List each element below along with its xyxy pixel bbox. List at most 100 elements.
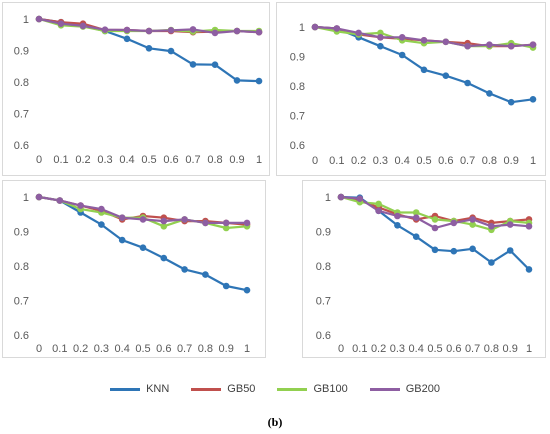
data-point-knn bbox=[255, 77, 263, 85]
data-point-gb200 bbox=[525, 223, 533, 230]
y-tick-label: 1 bbox=[23, 192, 29, 204]
data-point-knn bbox=[139, 244, 147, 251]
legend-swatch bbox=[110, 387, 141, 391]
data-point-knn bbox=[233, 77, 241, 84]
legend-label: KNN bbox=[146, 383, 170, 395]
y-tick-label: 0.7 bbox=[14, 296, 29, 308]
x-tick-label: 0.6 bbox=[438, 155, 453, 167]
data-point-gb200 bbox=[160, 217, 168, 225]
chart-svg: 0.6 0.7 0.8 0.9 1 0 0.1 0.2 0.3 0.4 0.5 0.6 0.7 0.8 0.… bbox=[14, 192, 251, 355]
y-tick-label: 0.9 bbox=[316, 227, 331, 239]
data-point-gb200 bbox=[233, 27, 241, 35]
legend-swatch bbox=[277, 387, 308, 391]
y-tick-label: 0.7 bbox=[316, 296, 331, 308]
y-tick-label: 1 bbox=[299, 22, 305, 34]
data-point-gb200 bbox=[469, 216, 476, 223]
y-tick-label: 0.6 bbox=[14, 330, 29, 342]
y-tick-label: 1 bbox=[23, 14, 29, 26]
data-point-knn bbox=[211, 61, 219, 68]
x-tick-label: 0.3 bbox=[390, 343, 405, 355]
data-point-knn bbox=[486, 90, 493, 97]
data-point-knn bbox=[394, 222, 401, 229]
x-tick-label: 0.4 bbox=[115, 343, 130, 355]
x-tick-label: 0.1 bbox=[52, 343, 67, 355]
x-tick-label: 0.1 bbox=[352, 343, 367, 355]
x-tick-label: 0.1 bbox=[53, 154, 68, 166]
data-point-knn bbox=[243, 286, 251, 294]
x-tick-label: 0.3 bbox=[94, 343, 109, 355]
data-point-knn bbox=[398, 51, 406, 59]
data-point-gb200 bbox=[101, 26, 109, 33]
data-point-knn bbox=[450, 247, 458, 255]
data-point-gb200 bbox=[464, 42, 471, 50]
data-point-gb200 bbox=[506, 221, 514, 228]
legend-label: GB50 bbox=[227, 383, 256, 395]
x-tick-label: 0.9 bbox=[503, 343, 518, 355]
data-point-knn bbox=[181, 266, 188, 273]
legend-label: GB100 bbox=[313, 383, 348, 395]
x-tick-label: 0.6 bbox=[156, 343, 171, 355]
chart-legend: KNN GB50 GB100 GB200 bbox=[0, 383, 550, 395]
data-point-gb200 bbox=[442, 38, 450, 46]
data-point-gb200 bbox=[189, 26, 197, 33]
x-tick-label: 1 bbox=[526, 343, 532, 355]
data-point-knn bbox=[412, 233, 420, 240]
data-point-gb200 bbox=[118, 214, 126, 221]
x-tick-label: 0.5 bbox=[427, 343, 442, 355]
x-tick-label: 1 bbox=[530, 155, 536, 167]
x-tick-label: 1 bbox=[244, 343, 250, 355]
y-tick-label: 1 bbox=[325, 192, 331, 204]
data-point-gb200 bbox=[356, 195, 364, 202]
x-tick-label: 0.7 bbox=[465, 343, 480, 355]
data-point-gb200 bbox=[450, 219, 458, 227]
data-point-gb100 bbox=[222, 224, 230, 232]
y-tick-label: 0.8 bbox=[290, 81, 305, 93]
legend-swatch bbox=[191, 387, 222, 391]
data-point-knn bbox=[507, 98, 515, 106]
y-tick-label: 0.8 bbox=[14, 261, 29, 273]
y-tick-label: 0.6 bbox=[290, 140, 305, 152]
chart-panel-top-right: 0.6 0.7 0.8 0.9 1 0 0.1 0.2 0.3 0.4 0.5 0.6 0.7 0.8 0.… bbox=[276, 2, 546, 176]
chart-svg: 0.6 0.7 0.8 0.9 1 0 0.1 0.2 0.3 0.4 0.5 0.6 0.7 0.8 0.… bbox=[14, 14, 263, 166]
data-point-gb200 bbox=[529, 41, 537, 48]
data-point-knn bbox=[469, 245, 476, 253]
data-point-gb200 bbox=[337, 193, 345, 201]
data-point-gb200 bbox=[377, 34, 384, 41]
data-point-gb200 bbox=[486, 41, 493, 48]
data-point-gb100 bbox=[160, 223, 168, 230]
x-tick-label: 0.8 bbox=[484, 343, 499, 355]
data-point-gb200 bbox=[375, 207, 382, 215]
x-tick-label: 0.9 bbox=[229, 154, 244, 166]
series-line-knn bbox=[38, 195, 248, 292]
data-point-gb200 bbox=[56, 197, 64, 204]
data-point-gb100 bbox=[412, 209, 420, 216]
x-tick-label: 0.8 bbox=[198, 343, 213, 355]
data-point-knn bbox=[506, 247, 514, 254]
figure-caption: (b) bbox=[267, 415, 283, 429]
x-tick-label: 0.7 bbox=[185, 154, 200, 166]
data-point-gb200 bbox=[394, 212, 401, 220]
data-point-knn bbox=[377, 42, 384, 50]
data-point-knn bbox=[464, 79, 471, 87]
x-tick-label: 0.9 bbox=[219, 343, 234, 355]
x-tick-label: 0.2 bbox=[351, 155, 366, 167]
x-tick-label: 0.2 bbox=[73, 343, 88, 355]
y-tick-label: 0.9 bbox=[14, 46, 29, 58]
data-point-knn bbox=[525, 266, 533, 273]
y-tick-label: 0.6 bbox=[316, 330, 331, 342]
x-tick-label: 0 bbox=[338, 343, 344, 355]
chart-panel-top-left: 0.6 0.7 0.8 0.9 1 0 0.1 0.2 0.3 0.4 0.5 0.6 0.7 0.8 0.… bbox=[2, 2, 270, 176]
x-tick-label: 0 bbox=[36, 343, 42, 355]
data-point-gb200 bbox=[211, 29, 219, 37]
series-line-gb200 bbox=[340, 195, 530, 230]
data-point-gb200 bbox=[139, 216, 147, 223]
y-tick-label: 0.7 bbox=[14, 109, 29, 121]
data-point-knn bbox=[442, 72, 450, 79]
legend-item-gb200: GB200 bbox=[369, 383, 440, 395]
data-point-gb200 bbox=[412, 214, 420, 221]
x-tick-label: 0.2 bbox=[371, 343, 386, 355]
x-tick-label: 1 bbox=[256, 154, 262, 166]
legend-swatch bbox=[369, 387, 400, 391]
data-point-knn bbox=[222, 282, 230, 290]
data-point-gb100 bbox=[375, 200, 382, 208]
